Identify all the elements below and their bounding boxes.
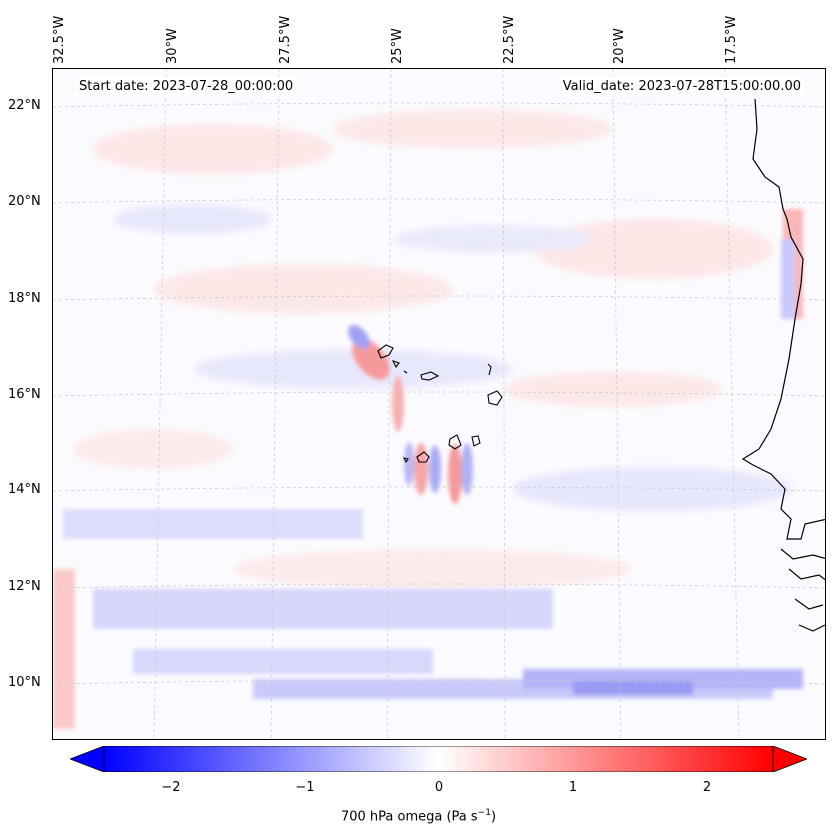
colorbar-tick: 2 <box>702 780 712 795</box>
lat-label: 16°N <box>8 387 41 402</box>
lat-label: 10°N <box>8 675 41 690</box>
colorbar-tick: −1 <box>295 780 315 795</box>
lon-label: 20°W <box>612 28 627 64</box>
lon-label: 27.5°W <box>278 15 293 64</box>
colorbar-label-main: 700 hPa omega (Pa s <box>340 809 478 825</box>
lon-label: 32.5°W <box>52 15 67 64</box>
colorbar-tick: 0 <box>434 780 444 795</box>
colorbar-gradient <box>103 746 774 772</box>
colorbar-tick: −2 <box>161 780 181 795</box>
colorbar-label-exponent: −1 <box>477 808 491 818</box>
lat-label: 20°N <box>8 194 41 209</box>
weak-anomalies <box>73 109 793 589</box>
convective-band <box>53 209 803 729</box>
colorbar-extend-max <box>772 746 807 772</box>
valid-date-text: Valid_date: 2023-07-28T15:00:00.00 <box>558 77 805 96</box>
map-panel[interactable]: Start date: 2023-07-28_00:00:00 Valid_da… <box>52 68 826 740</box>
coastline <box>741 98 825 632</box>
lon-label: 22.5°W <box>502 15 517 64</box>
lat-label: 14°N <box>8 482 41 497</box>
lon-label: 17.5°W <box>724 15 739 64</box>
lat-label: 22°N <box>8 98 41 113</box>
info-bar: Start date: 2023-07-28_00:00:00 Valid_da… <box>53 77 825 99</box>
colorbar <box>70 746 807 772</box>
start-date-text: Start date: 2023-07-28_00:00:00 <box>75 77 298 96</box>
island-wave-features <box>348 325 473 504</box>
colorbar-label: 700 hPa omega (Pa s−1) <box>0 808 837 824</box>
colorbar-extend-min <box>70 746 105 772</box>
lon-label: 30°W <box>165 28 180 64</box>
lon-label: 25°W <box>390 28 405 64</box>
colorbar-tick: 1 <box>568 780 578 795</box>
lat-label: 18°N <box>8 291 41 306</box>
colorbar-label-end: ) <box>490 809 497 825</box>
lat-label: 12°N <box>8 579 41 594</box>
cape-verde-islands <box>377 344 503 464</box>
omega-field-map <box>53 69 825 739</box>
gridlines <box>53 69 825 739</box>
